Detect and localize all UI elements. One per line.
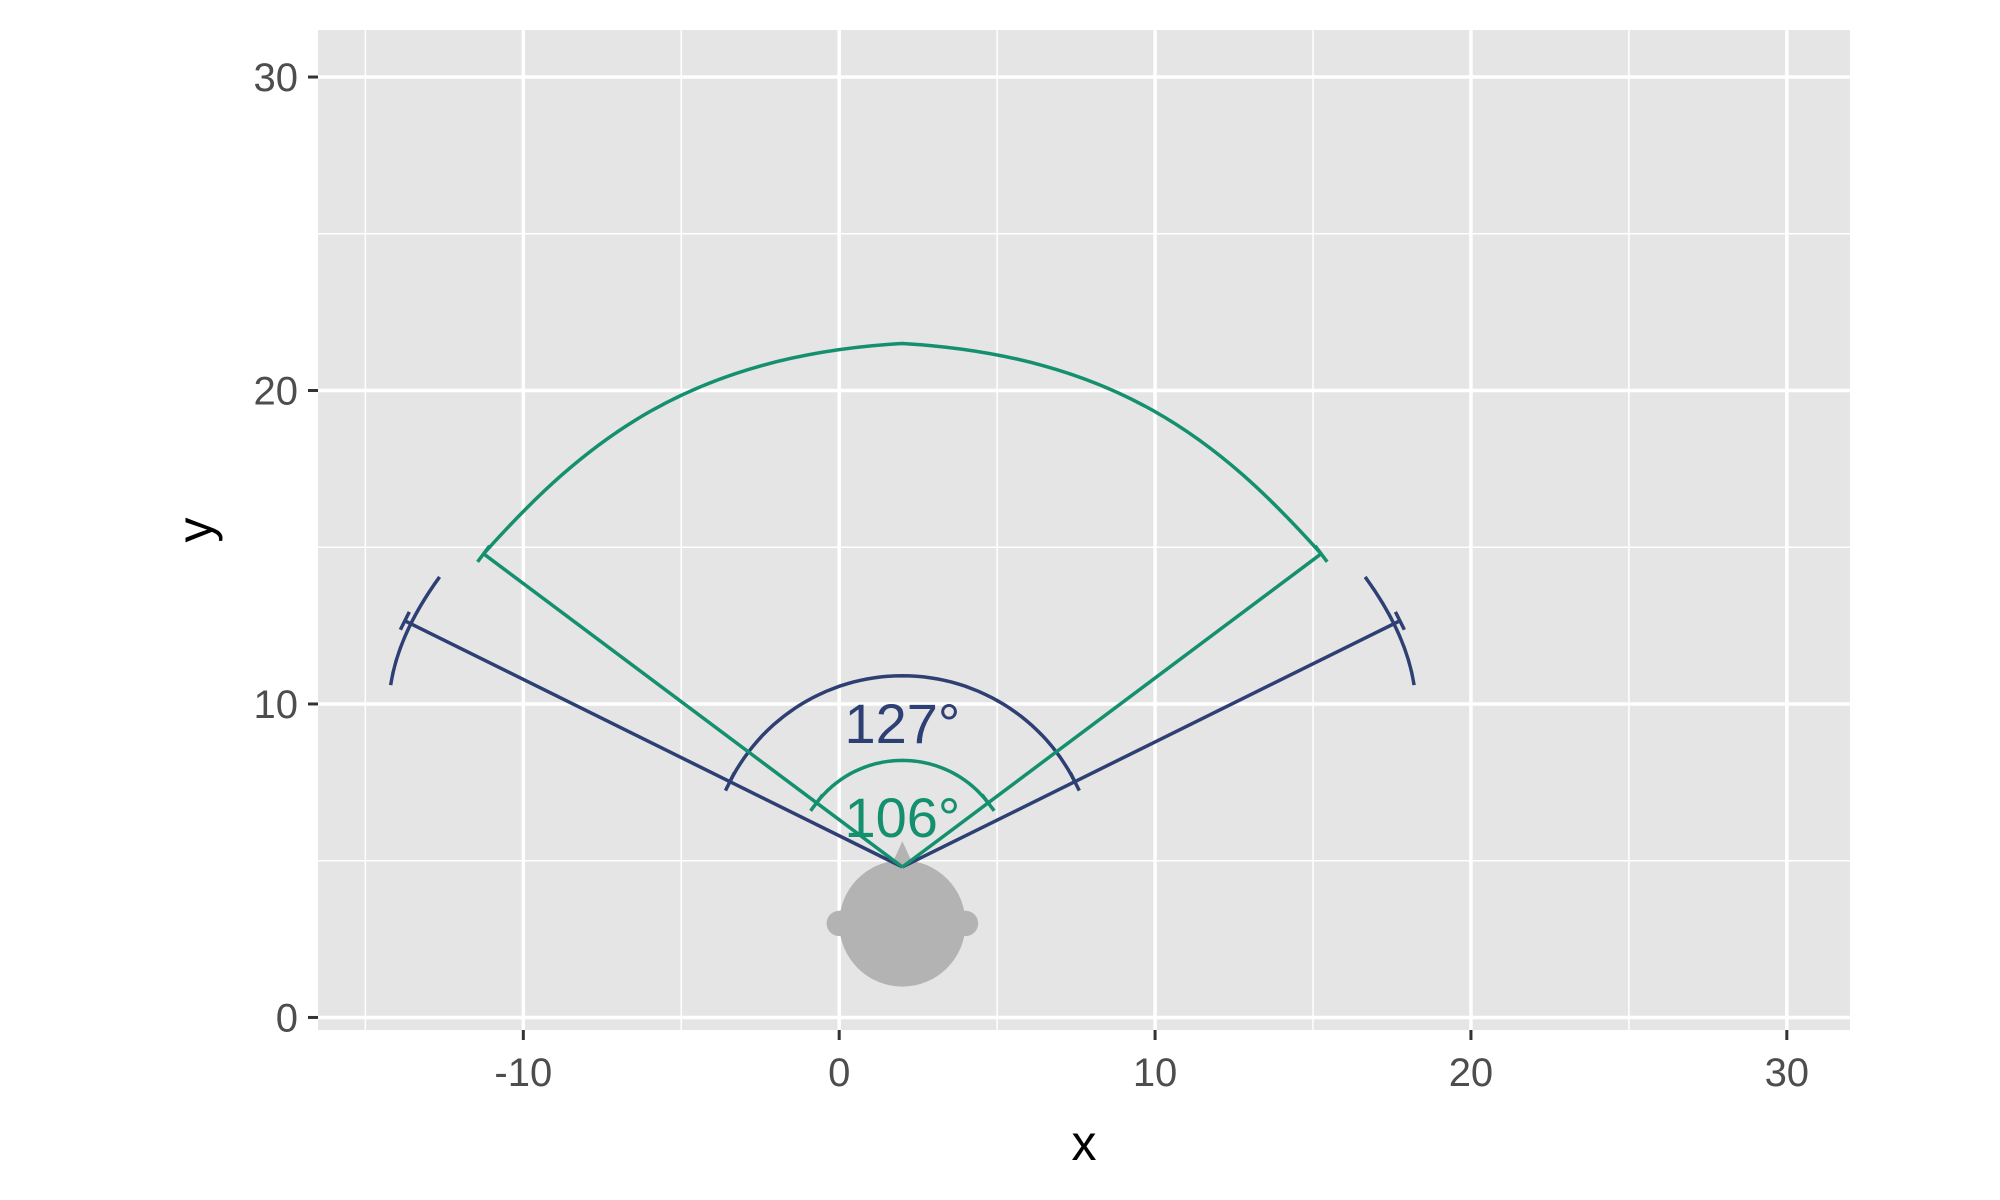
series-1-left-ray [404,619,904,869]
series-1-inner-right-tick [1068,771,1081,792]
panel-background [318,30,1850,1030]
y-axis-title: y [167,518,223,543]
grid-minor [318,30,1850,1030]
x-tick-label: 30 [1765,1051,1810,1095]
series-1-angle-label: 127° [844,692,960,755]
y-tick-label: 10 [254,683,299,727]
axes: -10 0 10 20 30 0 10 20 30 [254,56,1810,1095]
x-tick-label: 10 [1133,1051,1178,1095]
series-1-right-end-tick [1393,611,1406,631]
y-tick-label: 0 [276,996,298,1040]
grid-major [318,30,1850,1030]
angle-labels: 127° 106° [844,692,960,849]
x-tick-label: -10 [494,1051,552,1095]
series-2-angle-label: 106° [844,786,960,849]
series-1-right-ray [901,619,1401,869]
head [839,860,966,987]
y-tick-label: 20 [254,370,299,414]
x-tick-label: 0 [828,1051,850,1095]
series-2-inner-right-tick [980,793,996,812]
x-tick-label: 20 [1449,1051,1494,1095]
series-1-left-end-tick [398,611,411,631]
series-1-outer-arc-right [1363,575,1416,686]
series-2-left-ray [482,552,904,869]
series-2-inner-left-tick [809,793,825,812]
series-2-outer-arc [482,341,1323,555]
series-1-outer-arc-left [388,575,442,686]
x-axis-title: x [1072,1115,1097,1171]
series-group [388,341,1416,869]
series-2-right-ray [901,552,1323,869]
series-2-inner-arc [815,758,990,804]
series-1-inner-left-tick [723,771,736,792]
y-tick-label: 30 [254,56,299,100]
series-1-inner-arc [728,674,1077,783]
